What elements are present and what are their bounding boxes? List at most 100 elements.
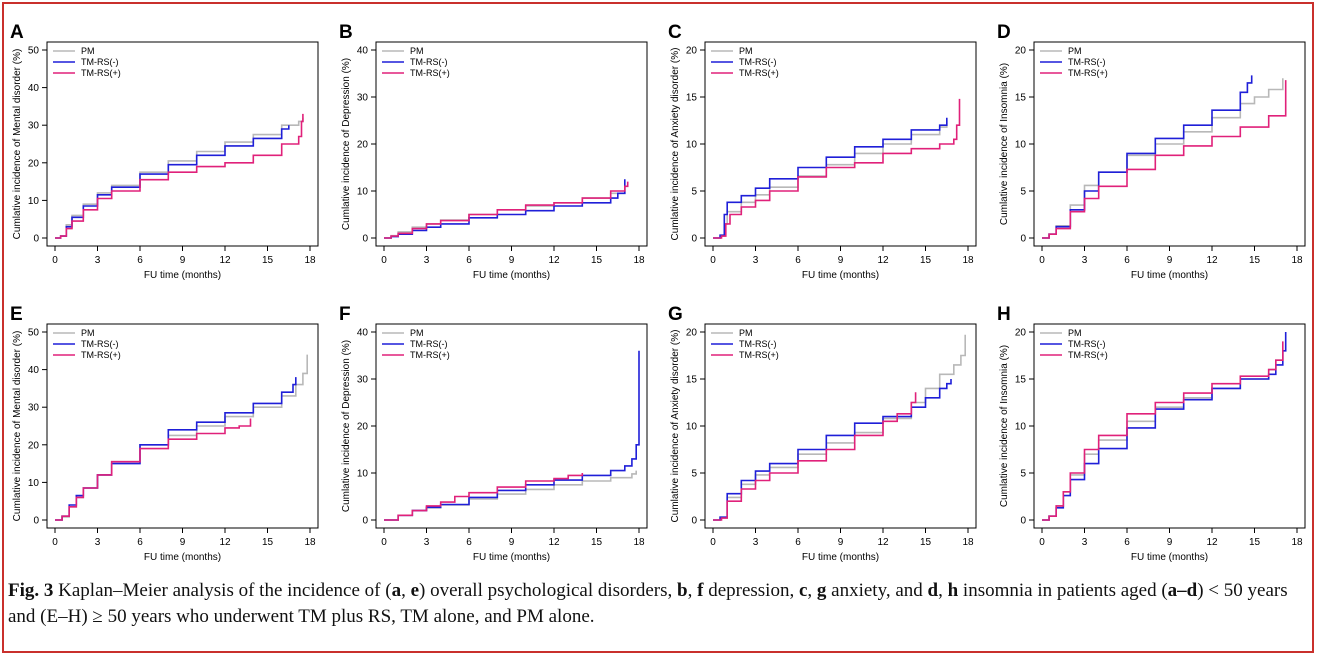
x-tick-label: 3 [753,537,759,548]
x-tick-label: 12 [219,255,231,266]
series-line-tm-rs [55,125,290,239]
legend-entry: PM [1068,46,1082,56]
x-tick-label: 3 [753,255,759,266]
y-tick-label: 0 [691,234,697,245]
x-tick-label: 12 [548,255,560,266]
caption-segment: ) < 50 years and (E–H) ≥ 50 years who un… [8,580,1288,627]
legend-entry: TM-RS(-) [739,57,777,67]
x-tick-label: 6 [1124,255,1130,266]
legend-entry: PM [410,46,424,56]
y-tick-label: 5 [1020,187,1026,198]
km-panel-E: E 0 3 6 9 12 15 18 0 10 20 30 40 50 FU time (months) Cu… [10,304,319,563]
y-tick-label: 30 [357,375,369,386]
y-tick-label: 20 [1015,46,1027,57]
caption-segment: Kaplan–Meier analysis of the incidence o… [53,580,392,601]
y-tick-label: 0 [1020,234,1026,245]
y-axis-label: Cumlative incidence of Insomnia (%) [999,345,1010,507]
x-axis-label: FU time (months) [802,270,879,281]
km-panel-C: C 0 3 6 9 12 15 18 0 5 10 15 20 FU time (months) Cumla… [668,22,977,281]
y-tick-label: 30 [28,403,40,414]
legend-entry: TM-RS(-) [1068,57,1106,67]
y-tick-label: 40 [357,328,369,339]
x-tick-label: 18 [962,537,974,548]
legend-entry: TM-RS(+) [410,350,450,360]
x-tick-label: 18 [1291,537,1303,548]
y-tick-label: 15 [686,93,698,104]
legend-entry: TM-RS(-) [81,57,119,67]
x-tick-label: 6 [795,255,801,266]
x-tick-label: 6 [466,537,472,548]
x-tick-label: 6 [137,255,143,266]
legend-entry: PM [81,328,95,338]
legend-entry: PM [739,328,753,338]
series-line-pm [55,354,308,521]
x-tick-label: 15 [920,537,932,548]
x-tick-label: 0 [710,255,716,266]
x-tick-label: 3 [1082,537,1088,548]
y-tick-label: 5 [1020,469,1026,480]
caption-segment: ) overall psychological disorders, [419,580,678,601]
caption-segment: e [410,580,420,601]
x-tick-label: 3 [95,537,101,548]
x-tick-label: 9 [509,255,515,266]
panel-letter: D [997,22,1011,43]
y-tick-label: 10 [686,140,698,151]
x-tick-label: 15 [920,255,932,266]
series-line-tm-rs [55,377,297,521]
caption-segment: c [798,580,808,601]
y-tick-label: 0 [691,516,697,527]
x-tick-label: 6 [137,537,143,548]
y-tick-label: 10 [1015,140,1027,151]
y-axis-label: Cumlative incidence of Depression (%) [341,58,352,230]
y-tick-label: 10 [28,196,40,207]
y-axis-label: Cumlative incidence of Insomnia (%) [999,63,1010,225]
caption-segment: a [391,580,402,601]
y-tick-label: 10 [1015,422,1027,433]
series-line-pm [384,470,637,521]
x-tick-label: 12 [1206,255,1218,266]
panel-letter: H [997,304,1011,325]
x-tick-label: 0 [710,537,716,548]
x-tick-label: 12 [877,255,889,266]
km-panel-A: A 0 3 6 9 12 15 18 0 10 20 30 40 50 FU time (months) Cu… [10,22,319,281]
caption-segment: insomnia in patients aged ( [958,580,1168,601]
caption-segment: d [927,580,939,601]
legend-entry: TM-RS(-) [410,57,448,67]
y-tick-label: 0 [33,234,39,245]
legend-entry: PM [1068,328,1082,338]
y-tick-label: 5 [691,469,697,480]
x-tick-label: 9 [180,255,186,266]
series-line-tm-rs [713,98,961,239]
x-tick-label: 9 [180,537,186,548]
x-axis-label: FU time (months) [1131,552,1208,563]
legend-entry: TM-RS(+) [739,68,779,78]
caption-segment: anxiety, and [826,580,928,601]
km-panel-D: D 0 3 6 9 12 15 18 0 5 10 15 20 FU time (months) Cumla… [997,22,1306,281]
caption-segment: , [401,580,411,601]
x-tick-label: 0 [52,255,58,266]
series-line-tm-rs [1042,75,1253,239]
x-tick-label: 9 [838,537,844,548]
x-tick-label: 15 [1249,537,1261,548]
y-tick-label: 20 [28,158,40,169]
x-tick-label: 3 [1082,255,1088,266]
caption-segment: b [677,580,688,601]
series-line-tm-rs [713,379,952,521]
x-axis-label: FU time (months) [802,552,879,563]
y-tick-label: 20 [686,46,698,57]
x-tick-label: 18 [1291,255,1303,266]
series-line-tm-rs [55,418,252,521]
legend-entry: TM-RS(-) [739,339,777,349]
x-tick-label: 15 [262,537,274,548]
y-axis-label: Cumlative incidence of Mental disorder (… [12,49,23,240]
series-line-pm [1042,78,1284,239]
figure-caption: Fig. 3 Kaplan–Meier analysis of the inci… [8,578,1308,630]
y-axis-label: Cumlative incidence of Depression (%) [341,340,352,512]
km-panel-H: H 0 3 6 9 12 15 18 0 5 10 15 20 FU time (months) Cumla… [997,304,1306,563]
y-tick-label: 15 [1015,375,1027,386]
y-tick-label: 20 [1015,328,1027,339]
series-line-tm-rs [713,392,917,521]
x-tick-label: 9 [1167,537,1173,548]
x-tick-label: 0 [1039,255,1045,266]
